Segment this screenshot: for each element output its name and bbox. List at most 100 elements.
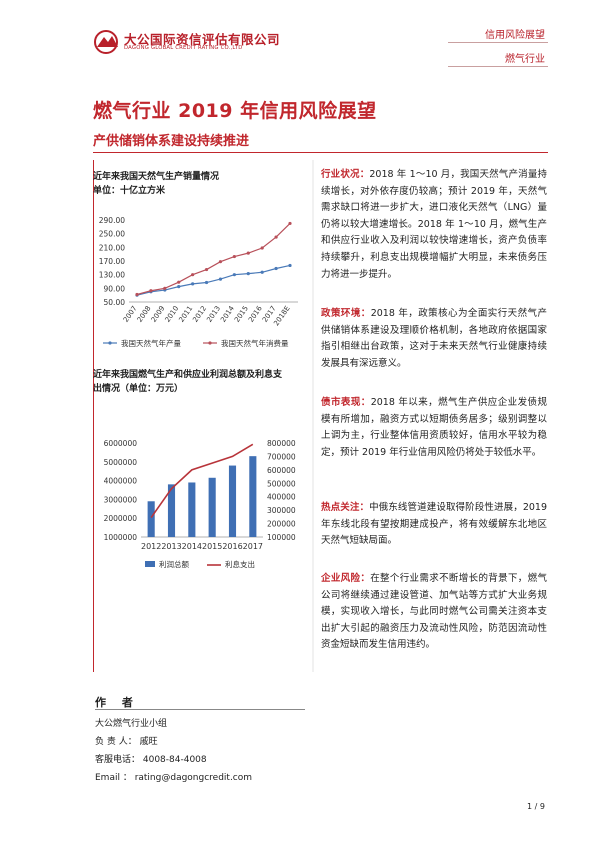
left-y-tick-label: 4000000 (104, 477, 138, 486)
section-industry-status: 行业状况：2018 年 1～10 月，我国天然气产消量持续增长，对外依存度仍较高… (321, 167, 547, 283)
y-tick-label: 50.00 (104, 298, 126, 307)
chart1-caption-unit: 单位：十亿立方米 (93, 186, 166, 196)
report-type-label: 信用风险展望 (485, 30, 545, 41)
author-email[interactable]: Email ： rating@dagongcredit.com (95, 773, 253, 783)
data-point (177, 280, 181, 284)
author-phone: 客服电话： 4008-84-4008 (95, 755, 207, 765)
x-tick-label: 2007 (122, 305, 139, 324)
y-tick-label: 170.00 (99, 257, 125, 266)
legend-label: 利润总额 (159, 559, 189, 569)
x-tick-label: 2013 (161, 542, 181, 551)
title-rule (93, 152, 548, 153)
data-point (260, 246, 264, 250)
author-team: 大公燃气行业小组 (95, 719, 168, 729)
data-point (218, 277, 223, 281)
logo-icon (94, 30, 118, 54)
author-heading: 作 者 (95, 696, 139, 709)
bar (188, 482, 196, 537)
section-key: 政策环境： (321, 308, 371, 319)
section-text: 2018 年以来，燃气生产供应企业发债规模有所增加，融资方式以短期债务居多；级别… (321, 397, 547, 458)
bar (228, 465, 237, 537)
section-bond-market: 债市表现：2018 年以来，燃气生产供应企业发债规模有所增加，融资方式以短期债务… (321, 395, 547, 461)
author-lead: 负 责 人： 戚旺 (95, 737, 158, 747)
x-tick-label: 2008 (136, 305, 153, 324)
x-tick-label: 2015 (202, 542, 222, 551)
section-text: 2018 年，政策核心为全面实行天然气产供储销体系建设及理顺价格机制，各地政府依… (321, 308, 547, 369)
data-point (274, 266, 278, 271)
chart2-caption-unit: 出情况（单位：万元） (93, 384, 184, 394)
section-key: 热点关注： (321, 502, 370, 513)
chart1-caption-title: 近年来我国天然气生产销量情况 (93, 172, 220, 182)
logo-company-name-en: DAGONG GLOBAL CREDIT RATING CO.,LTD (124, 45, 243, 51)
legend-marker (208, 341, 212, 345)
left-y-tick-label: 2000000 (104, 514, 138, 523)
data-point (288, 263, 292, 268)
section-key: 行业状况： (321, 169, 370, 180)
x-tick-label: 2013 (205, 305, 222, 324)
bar (208, 477, 216, 537)
industry-label: 燃气行业 (505, 54, 545, 65)
column-divider (312, 160, 314, 672)
data-point (191, 282, 195, 286)
profit-interest-chart: 1000000 2000000 3000000 4000000 5000000 60000… (104, 439, 296, 569)
x-tick-label: 2012 (141, 542, 161, 551)
series-line-0 (136, 264, 291, 296)
data-point (135, 292, 139, 297)
x-tick-label: 2015 (233, 305, 250, 324)
section-text: 2018 年 1～10 月，我国天然气产消量持续增长，对外依存度仍较高；预计 2… (321, 169, 547, 280)
x-tick-label: 2011 (177, 305, 194, 324)
section-policy: 政策环境：2018 年，政策核心为全面实行天然气产供储销体系建设及理顺价格机制，… (321, 306, 547, 372)
data-point (218, 260, 223, 264)
bar (147, 501, 155, 537)
page-number: 1 / 9 (527, 802, 545, 811)
legend-label: 我国天然气年产量 (121, 338, 181, 348)
right-y-tick-label: 600000 (267, 466, 296, 475)
header-divider (448, 66, 548, 67)
gas-production-consumption-chart: 50.00 90.00 130.00 170.00 210.00 250.00 290.00… (99, 216, 298, 348)
x-tick-label: 2014 (182, 542, 202, 551)
right-y-tick-label: 300000 (267, 506, 296, 515)
y-tick-label: 130.00 (99, 271, 125, 280)
right-y-tick-label: 100000 (267, 533, 296, 542)
right-y-tick-label: 700000 (267, 452, 296, 461)
data-point (177, 285, 181, 289)
page-title: 燃气行业 2019 年信用风险展望 (93, 100, 377, 122)
right-y-tick-label: 500000 (267, 479, 296, 488)
y-tick-label: 90.00 (104, 284, 126, 293)
x-tick-label: 2012 (191, 305, 208, 324)
data-point (260, 270, 264, 274)
legend-label: 利息支出 (225, 559, 255, 569)
left-y-tick-label: 6000000 (104, 439, 138, 448)
data-point (232, 254, 236, 259)
data-point (149, 289, 153, 293)
data-point (163, 286, 167, 290)
right-y-tick-label: 400000 (267, 493, 296, 502)
left-y-tick-label: 5000000 (104, 458, 138, 467)
x-tick-label: 2010 (164, 305, 181, 324)
section-enterprise-risk: 企业风险：在整个行业需求不断增长的背景下，燃气公司将继续通过建设管道、加气站等方… (321, 571, 547, 654)
legend-label: 我国天然气年消费量 (221, 338, 289, 348)
left-y-tick-label: 3000000 (104, 495, 138, 504)
right-y-tick-label: 200000 (267, 520, 296, 529)
chart1-caption: 近年来我国天然气生产销量情况 单位：十亿立方米 (93, 170, 219, 198)
data-point (204, 280, 209, 285)
legend-swatch (145, 561, 155, 567)
logo-company-name: 大公国际资信评估有限公司 (124, 32, 281, 47)
left-y-tick-label: 1000000 (104, 533, 138, 542)
chart2-caption-title: 近年来我国燃气生产和供应业利润总额及利息支 (93, 370, 283, 380)
author-rule (95, 709, 305, 710)
x-tick-label: 2014 (219, 304, 236, 324)
company-logo (88, 24, 253, 60)
chart2-caption: 近年来我国燃气生产和供应业利润总额及利息支 出情况（单位：万元） (93, 368, 282, 396)
interest-line (150, 443, 254, 518)
section-key: 企业风险： (321, 573, 371, 584)
section-text: 中俄东线管道建设取得阶段性进展，2019 年东线北段有望按期建成投产，将有效缓解… (321, 502, 547, 547)
data-point (191, 273, 195, 277)
data-point (274, 235, 278, 239)
series-line-1 (136, 222, 291, 296)
data-point (246, 272, 250, 276)
y-tick-label: 290.00 (99, 216, 125, 225)
right-y-tick-label: 800000 (267, 439, 296, 448)
section-hot-topics: 热点关注：中俄东线管道建设取得阶段性进展，2019 年东线北段有望按期建成投产，… (321, 500, 547, 550)
y-tick-label: 250.00 (99, 230, 125, 239)
